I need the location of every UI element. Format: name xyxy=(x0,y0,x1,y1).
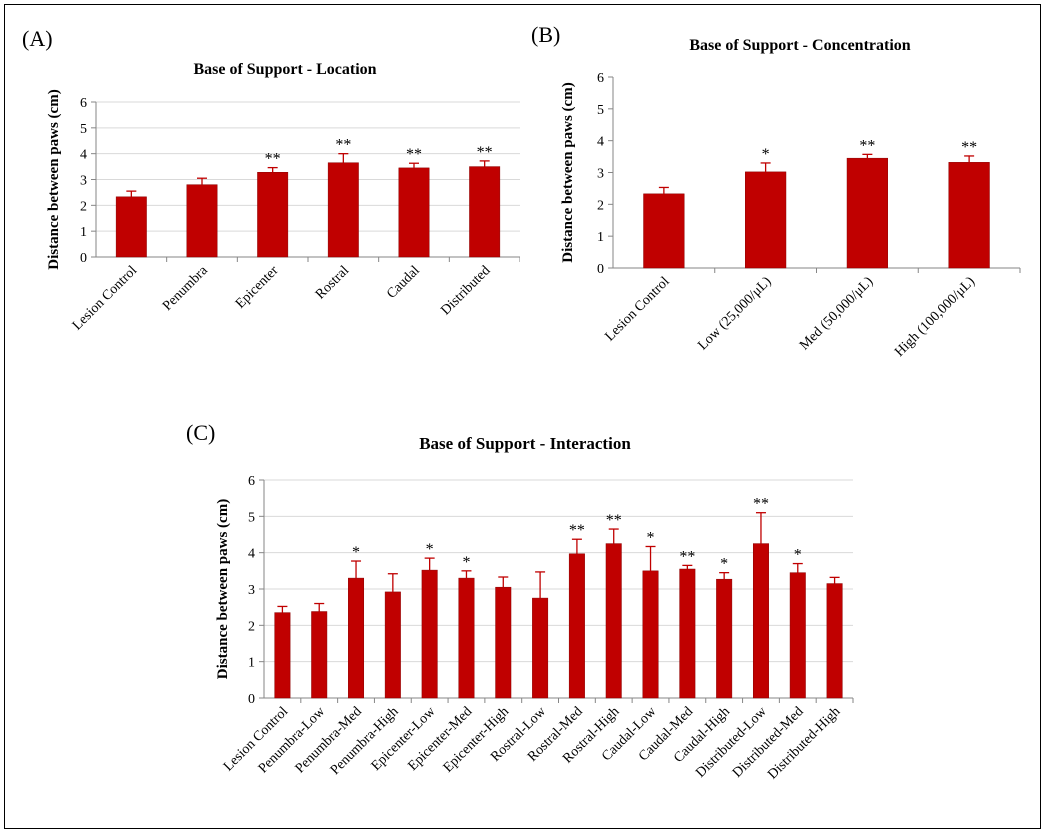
chart-title: Base of Support - Concentration xyxy=(689,37,910,54)
significance-marker: ** xyxy=(753,496,769,513)
chart-title: Base of Support - Interaction xyxy=(419,434,631,453)
bar xyxy=(115,196,147,258)
bar xyxy=(186,184,218,258)
y-axis-label: Distance between paws (cm) xyxy=(560,82,576,262)
y-tick-label: 5 xyxy=(80,122,87,137)
y-tick-label: 0 xyxy=(597,262,604,277)
y-tick-label: 4 xyxy=(248,547,255,562)
significance-marker: * xyxy=(647,529,655,546)
significance-marker: ** xyxy=(859,137,875,154)
panel-label-b: (B) xyxy=(531,22,561,47)
y-tick-label: 6 xyxy=(597,71,604,86)
y-tick-label: 4 xyxy=(80,148,87,163)
x-tick-label: Rostral xyxy=(313,263,352,302)
bar xyxy=(948,162,990,269)
bar xyxy=(384,591,401,699)
significance-marker: * xyxy=(462,554,470,571)
bar xyxy=(398,167,430,258)
y-tick-label: 2 xyxy=(248,619,255,634)
chart-location: Base of Support - Location Distance betwe… xyxy=(46,61,520,334)
x-tick-label: Distributed xyxy=(438,263,493,318)
bar xyxy=(532,597,549,699)
bar xyxy=(458,577,475,699)
bar xyxy=(311,611,328,699)
y-tick-label: 5 xyxy=(248,510,255,525)
significance-marker: * xyxy=(352,544,360,561)
y-tick-label: 1 xyxy=(248,656,255,671)
y-tick-label: 2 xyxy=(80,199,87,214)
bar xyxy=(679,568,696,699)
significance-marker: ** xyxy=(606,512,622,529)
x-tick-label: Lesion Control xyxy=(221,704,291,774)
y-tick-label: 6 xyxy=(80,96,87,111)
bar xyxy=(605,543,622,699)
y-tick-label: 5 xyxy=(597,103,604,118)
bar xyxy=(846,157,888,269)
bar xyxy=(826,583,843,699)
significance-marker: * xyxy=(426,541,434,558)
bar xyxy=(642,570,659,699)
bar xyxy=(257,172,289,258)
bar xyxy=(789,572,806,699)
y-tick-label: 2 xyxy=(597,198,604,213)
y-tick-label: 3 xyxy=(248,583,255,598)
y-tick-label: 3 xyxy=(597,167,604,182)
figure-frame xyxy=(4,4,1041,829)
significance-marker: ** xyxy=(569,522,585,539)
bar xyxy=(495,586,512,699)
significance-marker: ** xyxy=(265,151,281,168)
x-tick-label: Lesion Control xyxy=(70,263,140,333)
x-tick-label: Lesion Control xyxy=(602,274,672,344)
bar xyxy=(469,166,501,258)
significance-marker: ** xyxy=(679,548,695,565)
bar xyxy=(745,171,787,269)
panel-label-a: (A) xyxy=(22,26,53,51)
x-tick-label: Med (50,000/μL) xyxy=(797,274,876,353)
bar xyxy=(421,569,438,699)
y-tick-label: 1 xyxy=(597,230,604,245)
significance-marker: ** xyxy=(406,146,422,163)
x-tick-label: Epicenter xyxy=(233,263,282,312)
significance-marker: ** xyxy=(335,137,351,154)
y-tick-label: 3 xyxy=(80,174,87,189)
y-tick-label: 6 xyxy=(248,474,255,489)
x-tick-label: High (100,000/μL) xyxy=(892,274,978,360)
x-tick-label: Epicenter-Low xyxy=(369,704,439,774)
x-tick-label: Caudal xyxy=(384,263,423,302)
chart-title: Base of Support - Location xyxy=(193,61,376,78)
significance-marker: ** xyxy=(477,144,493,161)
significance-marker: * xyxy=(762,146,770,163)
y-axis-label: Distance between paws (cm) xyxy=(46,89,62,269)
y-tick-label: 0 xyxy=(248,692,255,707)
panel-label-c: (C) xyxy=(186,420,216,445)
bar xyxy=(274,612,291,699)
significance-marker: * xyxy=(794,547,802,564)
bar xyxy=(643,193,685,269)
y-axis-label: Distance between paws (cm) xyxy=(215,499,231,679)
bar xyxy=(348,577,365,699)
bar xyxy=(716,578,733,699)
x-tick-label: Low (25,000/μL) xyxy=(695,274,774,353)
y-tick-label: 0 xyxy=(80,251,87,266)
chart-interaction: Base of Support - Interaction Distance be… xyxy=(215,434,854,782)
y-tick-label: 4 xyxy=(597,135,604,150)
x-tick-label: Penumbra xyxy=(160,263,211,314)
chart-concentration: Base of Support - Concentration Distance … xyxy=(560,37,1021,360)
significance-marker: ** xyxy=(961,139,977,156)
significance-marker: * xyxy=(720,556,728,573)
bar xyxy=(568,553,585,699)
bar xyxy=(327,162,359,258)
x-tick-label: Epicenter-Med xyxy=(406,704,476,774)
bar xyxy=(752,543,769,699)
y-tick-label: 1 xyxy=(80,225,87,240)
